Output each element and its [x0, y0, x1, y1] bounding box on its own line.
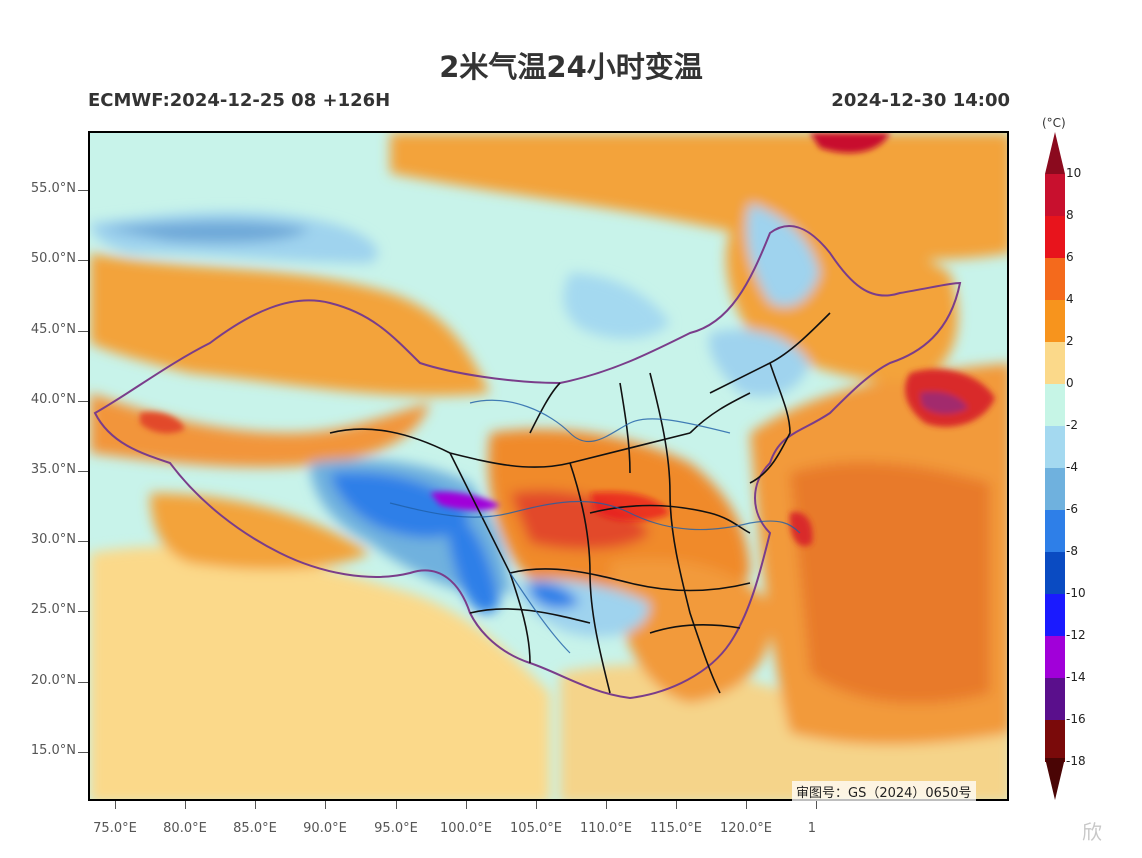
lat-label: 35.0°N: [30, 462, 76, 477]
lon-tick: [676, 801, 677, 809]
colorbar-segment: [1045, 384, 1065, 426]
colorbar-segment: [1045, 552, 1065, 594]
colorbar-top-tip: [1045, 132, 1065, 174]
colorbar-segment: [1045, 510, 1065, 552]
lat-label: 25.0°N: [30, 602, 76, 617]
colorbar-segment: [1045, 720, 1065, 762]
lat-tick: [78, 541, 88, 542]
colorbar-label: -2: [1066, 418, 1078, 432]
colorbar-label: 6: [1066, 250, 1074, 264]
colorbar-segment: [1045, 216, 1065, 258]
colorbar-segment: [1045, 678, 1065, 720]
colorbar-label: -12: [1066, 628, 1086, 642]
colorbar-segment: [1045, 594, 1065, 636]
lat-label: 50.0°N: [30, 251, 76, 266]
colorbar-segment: [1045, 636, 1065, 678]
lon-tick: [185, 801, 186, 809]
lat-tick: [78, 471, 88, 472]
lat-tick: [78, 260, 88, 261]
colorbar-label: -14: [1066, 670, 1086, 684]
colorbar-segment: [1045, 258, 1065, 300]
colorbar-segment: [1045, 426, 1065, 468]
colorbar-label: -16: [1066, 712, 1086, 726]
lon-tick: [816, 801, 817, 809]
lat-tick: [78, 752, 88, 753]
temperature-change-map: [88, 131, 1009, 801]
lat-tick: [78, 611, 88, 612]
colorbar-label: -6: [1066, 502, 1078, 516]
lon-tick: [396, 801, 397, 809]
lon-label: 1: [807, 821, 816, 836]
lat-tick: [78, 401, 88, 402]
lat-label: 40.0°N: [30, 392, 76, 407]
lat-label: 45.0°N: [30, 322, 76, 337]
lat-tick: [78, 331, 88, 332]
lon-tick: [466, 801, 467, 809]
colorbar-top-tip-shape: [1045, 132, 1065, 174]
colorbar-label: 10: [1066, 166, 1082, 180]
model-run-label: ECMWF:2024-12-25 08 +126H: [88, 90, 391, 111]
lon-tick: [325, 801, 326, 809]
colorbar-bottom-tip: [1045, 758, 1065, 800]
lat-tick: [78, 682, 88, 683]
lon-label: 80.0°E: [163, 821, 207, 836]
lon-label: 90.0°E: [303, 821, 347, 836]
colorbar-bottom-tip-shape: [1045, 758, 1065, 800]
lon-label: 100.0°E: [440, 821, 492, 836]
lon-label: 105.0°E: [510, 821, 562, 836]
lon-label: 85.0°E: [233, 821, 277, 836]
colorbar-label: 4: [1066, 292, 1074, 306]
colorbar-label: 0: [1066, 376, 1074, 390]
colorbar-segment: [1045, 174, 1065, 216]
lon-tick: [606, 801, 607, 809]
lon-label: 95.0°E: [374, 821, 418, 836]
lon-tick: [536, 801, 537, 809]
lat-label: 15.0°N: [30, 743, 76, 758]
colorbar-label: 8: [1066, 208, 1074, 222]
lon-label: 115.0°E: [650, 821, 702, 836]
lat-label: 55.0°N: [30, 181, 76, 196]
lon-tick: [255, 801, 256, 809]
lat-label: 20.0°N: [30, 673, 76, 688]
valid-time-label: 2024-12-30 14:00: [831, 90, 1010, 111]
lat-label: 30.0°N: [30, 532, 76, 547]
review-number: 审图号：GS（2024）0650号: [792, 781, 976, 802]
colorbar-label: -18: [1066, 754, 1086, 768]
lon-label: 120.0°E: [720, 821, 772, 836]
colorbar-label: -4: [1066, 460, 1078, 474]
colorbar-segment: [1045, 300, 1065, 342]
colorbar-unit: (°C): [1042, 116, 1066, 130]
lat-tick: [78, 190, 88, 191]
map-title: 2米气温24小时变温: [439, 50, 703, 84]
colorbar-segment: [1045, 342, 1065, 384]
colorbar-segment: [1045, 468, 1065, 510]
colorbar-label: -8: [1066, 544, 1078, 558]
lon-label: 110.0°E: [580, 821, 632, 836]
colorbar-label: -10: [1066, 586, 1086, 600]
lon-tick: [115, 801, 116, 809]
lon-tick: [746, 801, 747, 809]
watermark: 欣: [1082, 820, 1102, 844]
lon-label: 75.0°E: [93, 821, 137, 836]
map-graphic: [90, 133, 1007, 799]
colorbar-label: 2: [1066, 334, 1074, 348]
